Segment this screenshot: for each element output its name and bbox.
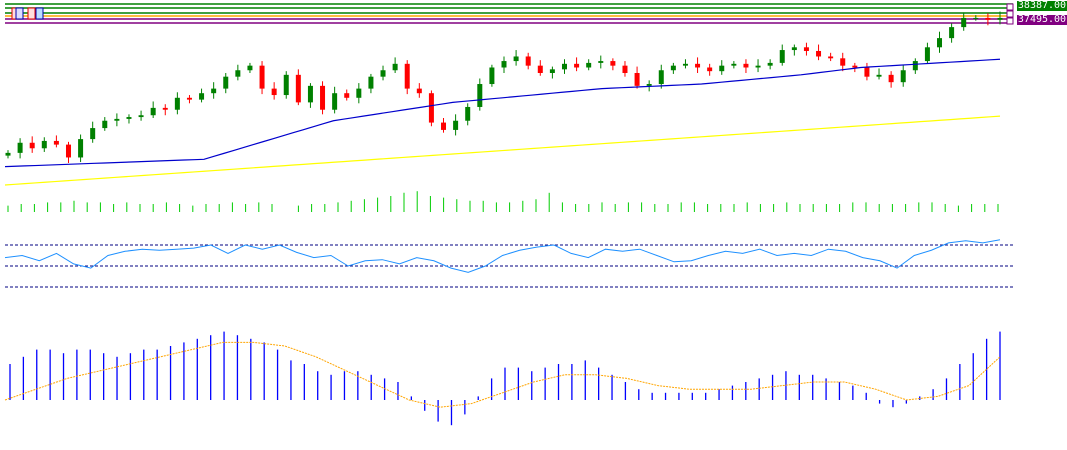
candle-body — [29, 142, 35, 149]
candle-body — [537, 65, 543, 74]
candle-body — [803, 47, 809, 51]
level-handle — [1006, 10, 1014, 18]
candle-body — [416, 88, 422, 94]
candle-body — [5, 152, 11, 156]
candle-body — [283, 74, 289, 96]
macd-signal-line — [4, 341, 1001, 408]
candle-body — [380, 70, 386, 77]
candle-body — [816, 50, 822, 57]
toolbar-icon — [15, 7, 24, 20]
candle-body — [670, 65, 676, 71]
candle-body — [682, 63, 688, 66]
candle-body — [912, 61, 918, 71]
candle-body — [707, 67, 713, 72]
candle-body — [852, 65, 858, 68]
candle-body — [549, 69, 555, 74]
candle-body — [295, 74, 301, 103]
candle-body — [501, 61, 507, 68]
candle-body — [937, 38, 943, 48]
candle-body — [404, 63, 410, 89]
candle-body — [888, 74, 894, 83]
candle-body — [126, 117, 132, 119]
price-label-high: 38387.00 — [1017, 0, 1067, 11]
candle-body — [489, 67, 495, 85]
candle-body — [949, 27, 955, 39]
candle-body — [235, 70, 241, 77]
level-handle — [1006, 3, 1014, 11]
candle-body — [864, 67, 870, 77]
rsi-line — [4, 239, 1001, 273]
candle-body — [102, 120, 108, 129]
candle-body — [755, 65, 761, 68]
candle-body — [525, 56, 531, 66]
candle-body — [779, 50, 785, 63]
price-label-current: 37495.00 — [1017, 14, 1067, 25]
candle-body — [973, 17, 979, 19]
candle-body — [876, 74, 882, 77]
toolbar-icon — [27, 7, 36, 20]
candle-body — [719, 65, 725, 72]
candle-body — [961, 17, 967, 28]
candle-body — [791, 47, 797, 51]
candle-body — [392, 63, 398, 71]
candle-body — [138, 115, 144, 118]
candle-body — [41, 140, 47, 149]
candle-body — [428, 93, 434, 123]
candle-body — [477, 84, 483, 107]
candle-body — [658, 70, 664, 85]
candle-body — [634, 73, 640, 86]
candle-body — [767, 62, 773, 66]
toolbar-icon — [35, 7, 44, 20]
candle-body — [114, 118, 120, 121]
candle-body — [65, 144, 71, 158]
candle-body — [743, 63, 749, 68]
candle-body — [646, 84, 652, 86]
candle-body — [840, 58, 846, 66]
candle-body — [561, 63, 567, 70]
candle-body — [985, 17, 991, 20]
candle-body — [53, 140, 59, 145]
candle-body — [17, 142, 23, 153]
candle-body — [162, 107, 168, 110]
candle-body — [997, 17, 1003, 20]
candle-body — [695, 63, 701, 68]
candle-body — [513, 56, 519, 62]
candle-body — [199, 93, 205, 100]
candle-body — [174, 97, 180, 110]
candle-body — [78, 139, 84, 158]
candle-body — [223, 76, 229, 89]
candle-body — [332, 93, 338, 110]
moving-average-fast — [4, 58, 1001, 168]
candle-body — [259, 65, 265, 89]
candle-body — [453, 120, 459, 130]
candle-body — [356, 88, 362, 98]
candle-body — [186, 97, 192, 100]
candle-body — [211, 88, 217, 94]
candle-body — [574, 63, 580, 68]
candle-body — [731, 63, 737, 66]
candle-body — [441, 122, 447, 130]
candle-body — [247, 65, 253, 71]
candle-body — [320, 85, 326, 110]
candle-body — [622, 65, 628, 74]
candle-body — [465, 106, 471, 121]
candle-body — [598, 61, 604, 63]
candle-body — [150, 107, 156, 116]
candle-body — [586, 62, 592, 68]
candle-body — [90, 128, 96, 140]
candle-body — [924, 47, 930, 62]
candle-body — [344, 93, 350, 98]
candle-body — [271, 88, 277, 96]
candle-body — [610, 61, 616, 66]
moving-average-slow — [4, 115, 1001, 186]
level-handle — [1006, 17, 1014, 25]
candle-body — [828, 56, 834, 59]
candle-body — [900, 70, 906, 83]
candle-body — [307, 85, 313, 103]
candle-body — [368, 76, 374, 89]
